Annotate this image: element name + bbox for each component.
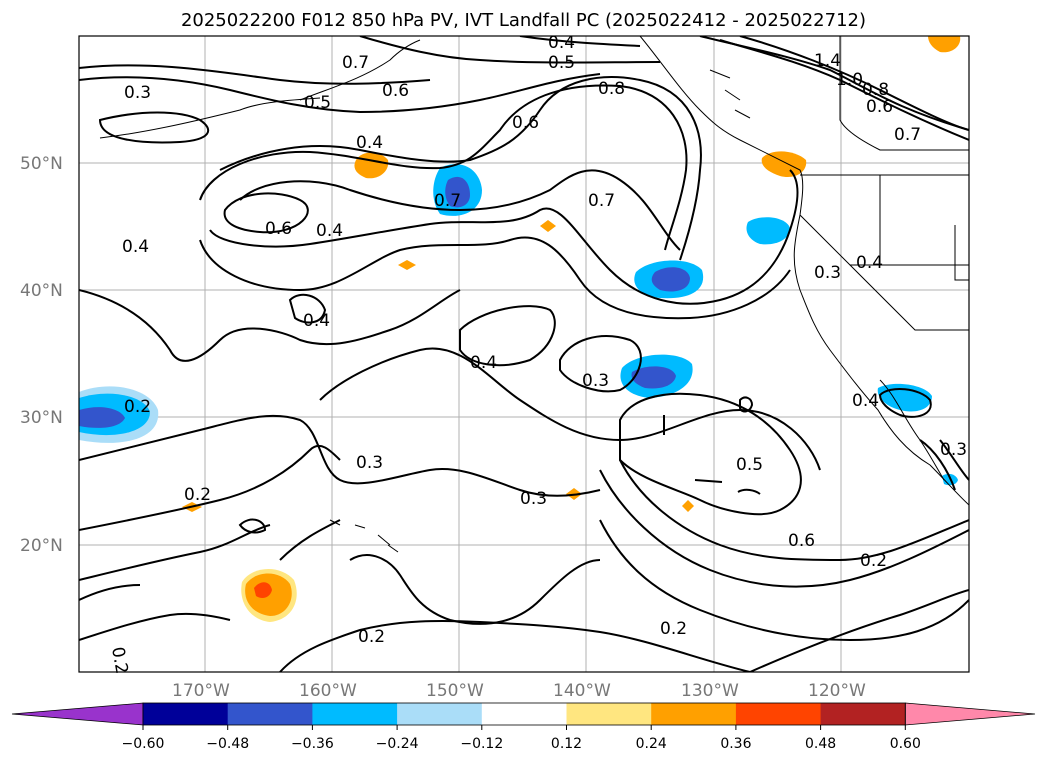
orange-region [761, 151, 807, 178]
blue-region [877, 383, 932, 412]
contour-label: 0.4 [470, 353, 497, 373]
colorbar-tick-label: 0.48 [805, 736, 836, 752]
colorbar-tick-label: −0.36 [291, 736, 334, 752]
colorbar-segment [481, 703, 567, 725]
colorbar-tick-label: 0.60 [890, 736, 921, 752]
coastlines [99, 36, 969, 553]
lon-label: 150°W [426, 681, 484, 701]
lat-label: 20°N [20, 536, 63, 556]
contour-label: 0.4 [122, 237, 149, 257]
contour-label: 1.0 [836, 70, 863, 90]
colorbar-tick-label: 0.24 [636, 736, 667, 752]
colorbar-frame [142, 702, 906, 726]
colorbar: −0.60 −0.48 −0.36 −0.24 −0.12 0.12 0.24 0.36 0.4… [11, 702, 1036, 752]
contour-label: 0.4 [316, 221, 343, 241]
lon-label: 120°W [808, 681, 866, 701]
shaded-regions [79, 36, 961, 622]
contour-label: 0.6 [788, 531, 815, 551]
orange-region [682, 500, 694, 512]
colorbar-tick-label: −0.12 [460, 736, 503, 752]
contour-label: 0.5 [548, 53, 575, 73]
blue-region [631, 366, 676, 389]
lon-label: 170°W [172, 681, 230, 701]
contour-label: 0.5 [736, 455, 763, 475]
lat-label: 50°N [20, 154, 63, 174]
contour-label: 0.3 [520, 489, 547, 509]
colorbar-segment [820, 703, 906, 725]
map-title: 2025022200 F012 850 hPa PV, IVT Landfall… [180, 10, 867, 31]
contour-label: 0.7 [434, 191, 461, 211]
colorbar-segment [312, 703, 398, 725]
colorbar-tick-label: −0.48 [206, 736, 249, 752]
contour-label: 0.3 [124, 83, 151, 103]
contour-label: 0.3 [582, 371, 609, 391]
lon-label: 160°W [299, 681, 357, 701]
orange-region [928, 36, 961, 53]
contour-label: 0.5 [304, 93, 331, 113]
colorbar-segment [735, 703, 822, 725]
blue-region [746, 217, 790, 245]
blue-region [445, 176, 470, 208]
colorbar-extend-low [11, 702, 144, 726]
colorbar-tick-label: −0.24 [376, 736, 419, 752]
contour-label: 0.3 [940, 440, 967, 460]
contour-label: 0.3 [814, 263, 841, 283]
lat-label: 40°N [20, 281, 63, 301]
contour-label: 0.7 [588, 191, 615, 211]
contour-label: 0.2 [660, 619, 687, 639]
contour-label: 0.4 [548, 33, 575, 53]
orange-region [540, 220, 556, 232]
contour-label: 0.6 [512, 113, 539, 133]
contour-label: 0.8 [862, 80, 889, 100]
contour-label: 1.4 [814, 51, 841, 71]
contour-label: 0.6 [382, 81, 409, 101]
colorbar-segment [143, 703, 229, 725]
contour-label: 0.4 [303, 311, 330, 331]
colorbar-segment [651, 703, 737, 725]
colorbar-segment [397, 703, 483, 725]
contour-label: 0.4 [852, 391, 879, 411]
colorbar-tick-label: 0.36 [720, 736, 751, 752]
contour-label: 0.2 [860, 551, 887, 571]
contour-label: 0.2 [107, 645, 131, 675]
lon-label: 140°W [553, 681, 611, 701]
colorbar-tick-label: −0.60 [122, 736, 165, 752]
contour-label: 0.4 [356, 133, 383, 153]
contour-label: 0.7 [894, 125, 921, 145]
blue-region [651, 267, 690, 292]
colorbar-segment [227, 703, 313, 725]
colorbar-segment [566, 703, 652, 725]
blue-region [79, 407, 125, 428]
contour-label: 0.6 [866, 97, 893, 117]
map-frame [78, 35, 970, 673]
colorbar-extend-high [904, 702, 1036, 726]
contour-label: 0.4 [856, 253, 883, 273]
contour-label: 0.2 [124, 397, 151, 417]
orange-region [398, 260, 416, 270]
contour-label: 0.8 [598, 79, 625, 99]
colorbar-tick-label: 0.12 [551, 736, 582, 752]
map-area [79, 36, 969, 672]
lat-label: 30°N [20, 408, 63, 428]
contour-label: 0.7 [342, 53, 369, 73]
lon-label: 130°W [681, 681, 739, 701]
orange-region [254, 582, 272, 598]
contour-label: 0.3 [356, 453, 383, 473]
contour-label-group: 0.4 0.5 0.7 1.4 1.0 0.8 0.6 0.7 0.3 0.5 … [122, 33, 967, 647]
contour-label: 0.6 [265, 219, 292, 239]
pv-contours [79, 36, 969, 672]
contour-label: 0.2 [184, 485, 211, 505]
contour-label: 0.2 [358, 627, 385, 647]
